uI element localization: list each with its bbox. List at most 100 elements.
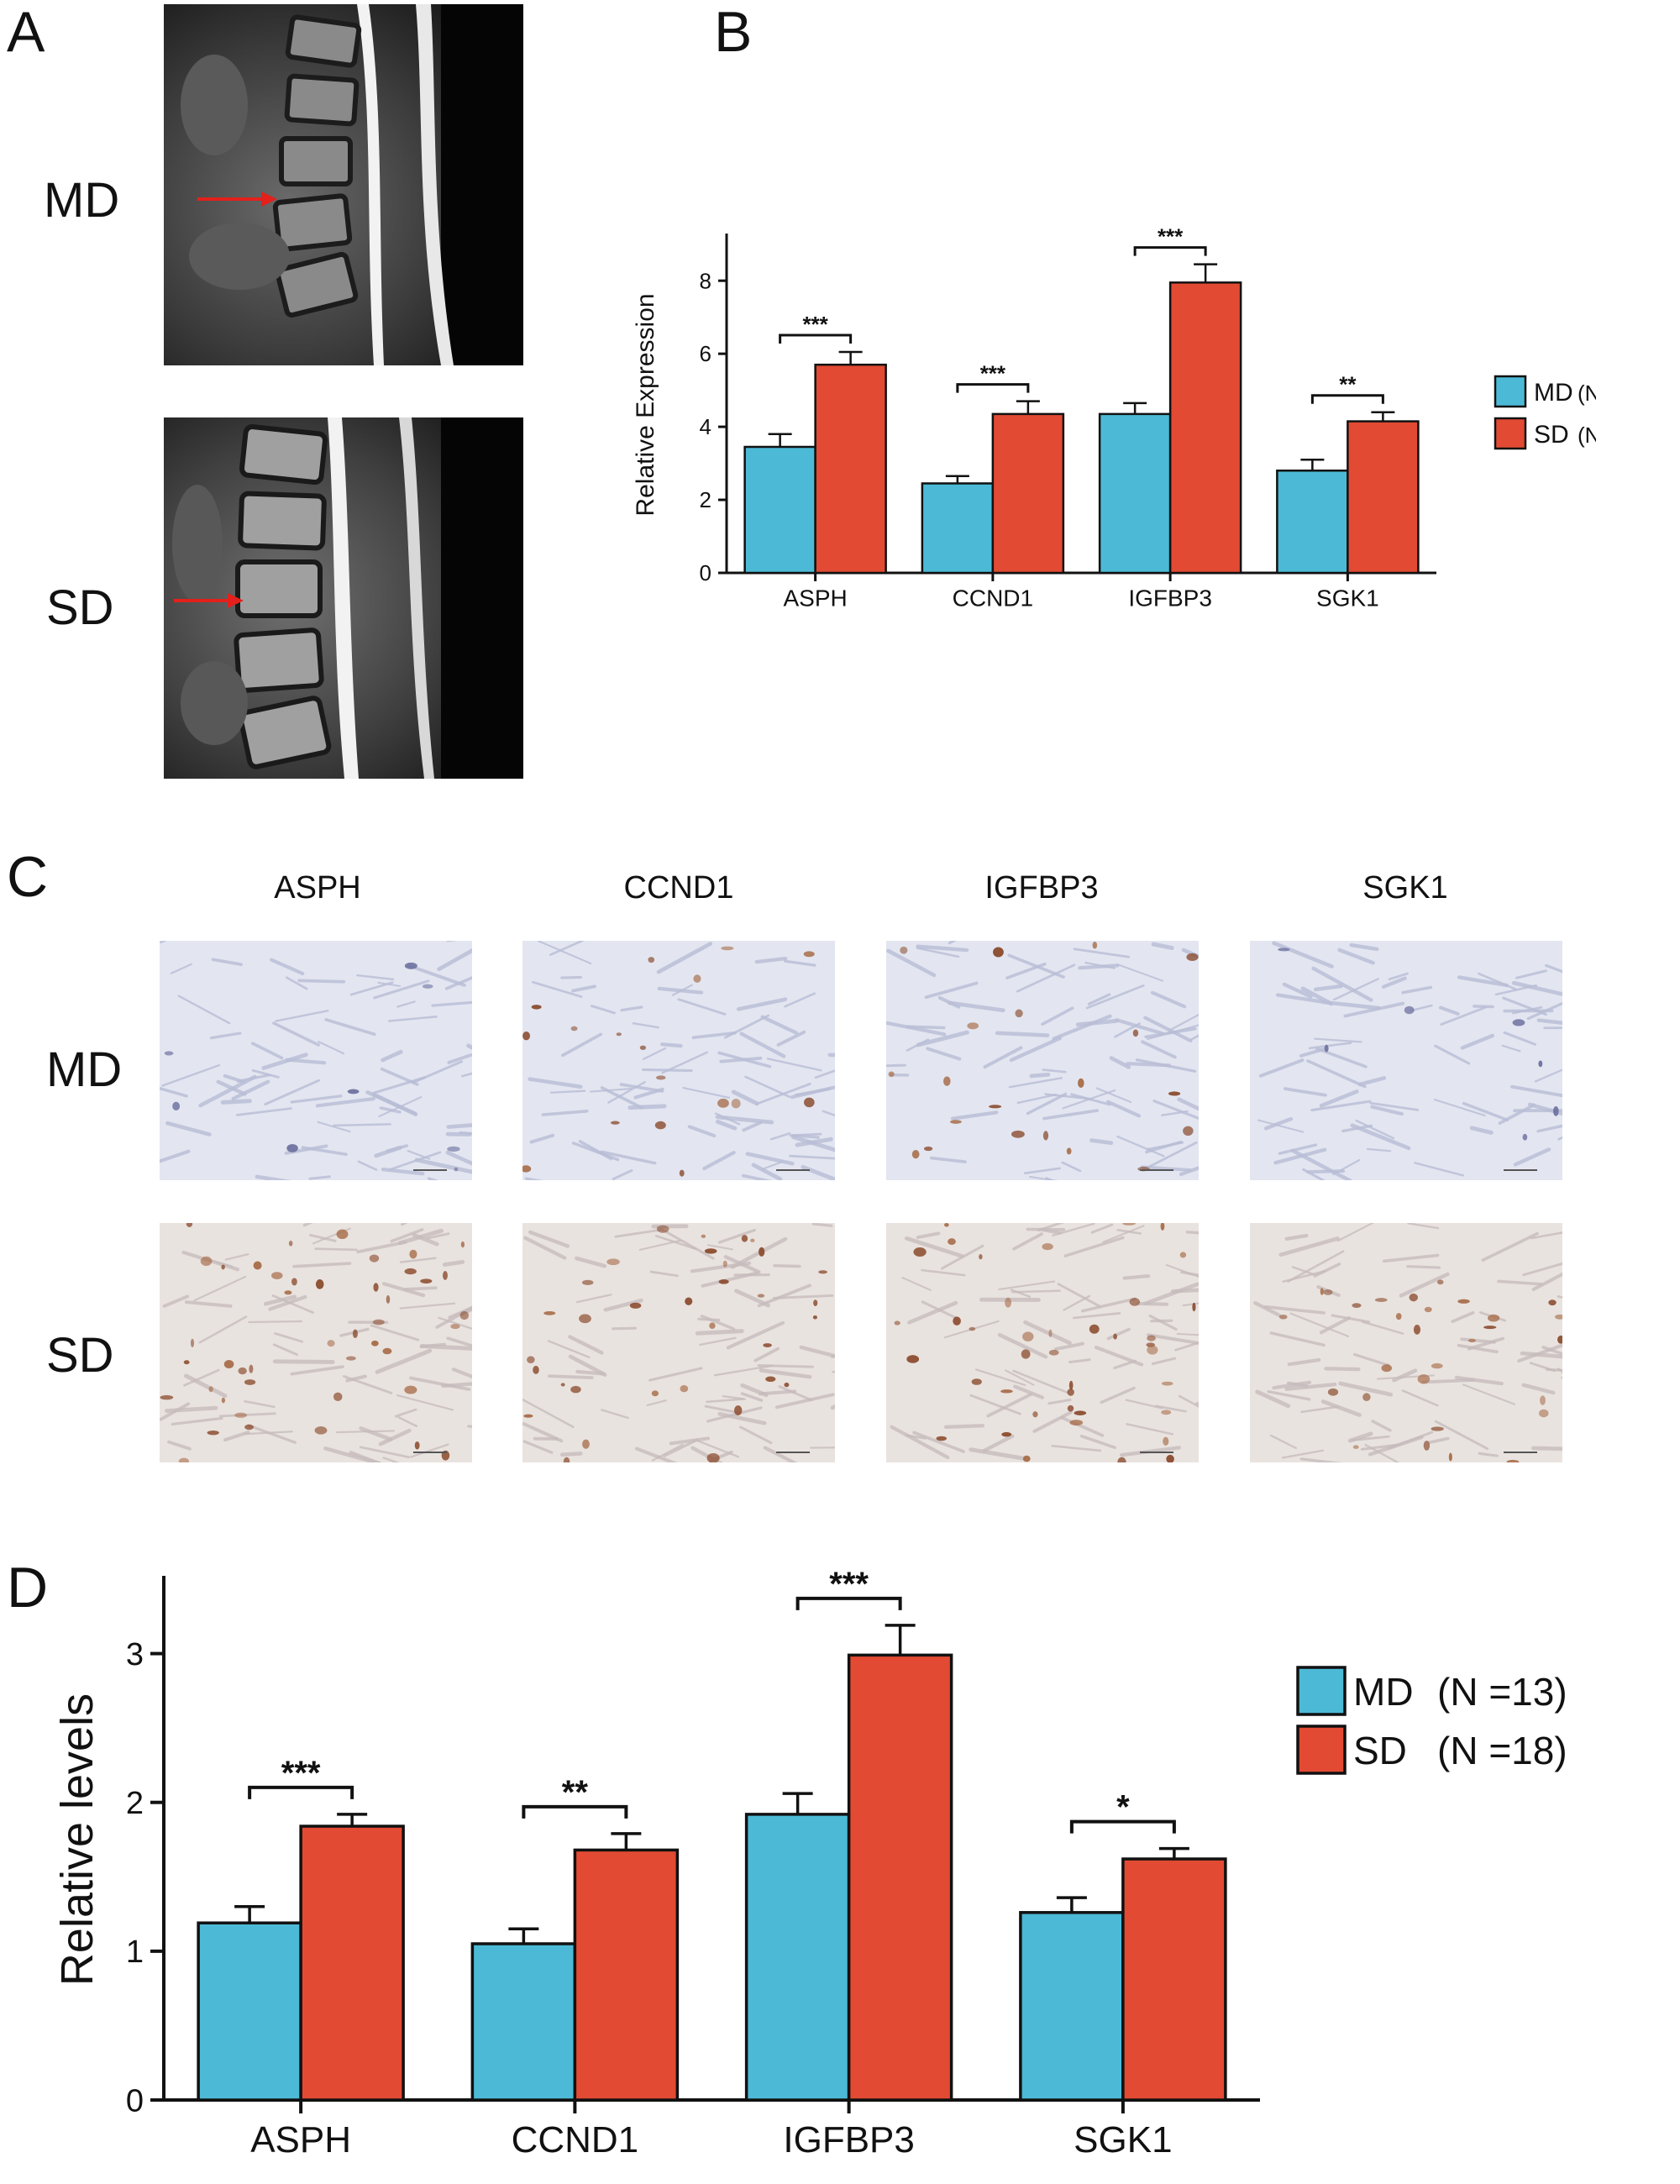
ihc-fiber: [261, 1053, 308, 1070]
ihc-fiber: [1503, 1031, 1536, 1046]
ihc-stained-cell: [271, 1272, 283, 1279]
ihc-stained-cell: [160, 1394, 174, 1400]
ihc-stained-cell: [1113, 1333, 1117, 1340]
ihc-fiber: [1116, 963, 1164, 982]
ihc-fiber: [997, 1332, 1048, 1359]
ihc-fiber: [1143, 1282, 1199, 1305]
ihc-stained-cell: [288, 1240, 293, 1247]
ihc-fiber: [560, 1452, 583, 1457]
chart-b-bar-sd-igfbp3: [1168, 281, 1242, 575]
ihc-fiber: [1106, 1100, 1142, 1118]
ihc-fiber: [1502, 996, 1547, 1016]
chart-d-bar-sd-igfbp3: [847, 1653, 953, 2102]
ihc-image-sd-ccnd1: [522, 1223, 835, 1462]
ihc-fiber: [1382, 1253, 1440, 1263]
ihc-fiber: [790, 1135, 835, 1152]
ihc-fiber: [1063, 1236, 1125, 1257]
ihc-stained-cell: [382, 1347, 392, 1355]
ihc-fiber: [1557, 1295, 1562, 1299]
ihc-fiber: [706, 1406, 763, 1423]
ihc-stained-cell: [1015, 1009, 1023, 1018]
ihc-stained-cell: [1048, 1329, 1053, 1338]
ihc-fiber: [742, 1121, 763, 1132]
mri-row-label-sd: SD: [46, 580, 114, 635]
ihc-fiber: [1481, 1231, 1539, 1262]
ihc-fiber: [315, 1097, 375, 1108]
ihc-fiber: [1313, 984, 1343, 992]
ihc-fiber: [717, 1228, 756, 1244]
ihc-fiber: [1494, 984, 1538, 996]
ihc-stained-cell: [563, 1457, 570, 1462]
ihc-fiber: [744, 1075, 791, 1098]
ihc-fiber: [669, 1436, 711, 1446]
ihc-fiber: [160, 1402, 191, 1421]
ihc-fiber: [1336, 1223, 1375, 1242]
ihc-fiber: [356, 974, 395, 981]
ihc-fiber: [447, 1053, 472, 1064]
ihc-fiber: [739, 1032, 786, 1058]
ihc-fiber: [822, 1110, 835, 1117]
ihc-stained-cell: [560, 1383, 565, 1387]
ihc-fiber: [700, 1315, 736, 1331]
ihc-stained-cell: [450, 1324, 460, 1330]
ihc-fiber: [1258, 1058, 1305, 1078]
ihc-fiber: [791, 1134, 821, 1139]
ihc-stained-cell: [1436, 1279, 1444, 1285]
ihc-fiber: [1515, 969, 1547, 979]
ihc-fiber: [409, 1376, 471, 1391]
ihc-fiber: [575, 1256, 607, 1268]
ihc-fiber: [1364, 1443, 1400, 1462]
chart-d-sig-bracket-ccnd1: [522, 1804, 628, 1819]
ihc-fiber: [1299, 1457, 1343, 1462]
ihc-fiber: [974, 1368, 1026, 1387]
ihc-fiber: [1284, 1382, 1337, 1391]
ihc-fiber: [1016, 1093, 1058, 1105]
ihc-stained-cell: [523, 1414, 533, 1418]
ihc-fiber: [1122, 1273, 1151, 1280]
ihc-fiber: [759, 1389, 797, 1396]
ihc-fiber: [394, 1408, 417, 1418]
ihc-fiber: [1150, 1319, 1173, 1323]
ihc-stained-cell: [1089, 1324, 1100, 1334]
ihc-stained-cell: [164, 1051, 174, 1056]
ihc-fiber: [1454, 1375, 1504, 1386]
ihc-fiber: [1520, 1351, 1562, 1359]
ihc-stained-cell: [953, 1316, 961, 1326]
ihc-fiber: [1529, 1362, 1557, 1373]
ihc-fiber: [160, 941, 167, 944]
ihc-stained-cell: [709, 1322, 716, 1330]
mri-arrow-sd-head: [228, 593, 244, 608]
ihc-fiber: [399, 1257, 437, 1263]
ihc-stained-cell: [610, 1121, 620, 1125]
ihc-stained-cell: [1022, 1331, 1034, 1341]
ihc-fiber: [378, 1096, 423, 1118]
ihc-fiber: [1100, 1386, 1136, 1404]
ihc-fiber: [612, 1169, 633, 1180]
ihc-stained-cell: [1431, 1426, 1444, 1431]
chart-d-y-axis-label: Relative levels: [52, 1693, 102, 1986]
ihc-stained-cell: [1488, 1314, 1500, 1322]
ihc-stained-cell: [409, 1249, 417, 1259]
ihc-stained-cell: [1161, 1410, 1172, 1415]
ihc-stained-cell: [1163, 1436, 1169, 1446]
ihc-fiber: [632, 1022, 659, 1029]
chart-b-sig-stars-ccnd1: ***: [980, 361, 1006, 386]
ihc-fiber: [648, 1367, 703, 1382]
chart-d-x-tick-label: SGK1: [1074, 2119, 1172, 2160]
ihc-fiber: [603, 1298, 643, 1312]
ihc-image-sd-sgk1: [1250, 1223, 1562, 1462]
ihc-stained-cell: [923, 1146, 933, 1152]
ihc-fiber: [1281, 1449, 1325, 1459]
ihc-fiber: [437, 948, 472, 972]
ihc-fiber: [912, 1431, 965, 1453]
ihc-fiber: [699, 1336, 737, 1347]
ihc-fiber: [268, 1294, 307, 1311]
ihc-fiber: [717, 1411, 767, 1425]
ihc-stained-cell: [1362, 1393, 1371, 1402]
ihc-fiber: [1178, 1394, 1199, 1408]
ihc-stained-cell: [284, 1290, 292, 1295]
ihc-fiber: [1469, 1126, 1494, 1135]
ihc-fiber: [1253, 1301, 1281, 1317]
ihc-fiber: [522, 1422, 564, 1443]
ihc-fiber: [1462, 1383, 1516, 1405]
